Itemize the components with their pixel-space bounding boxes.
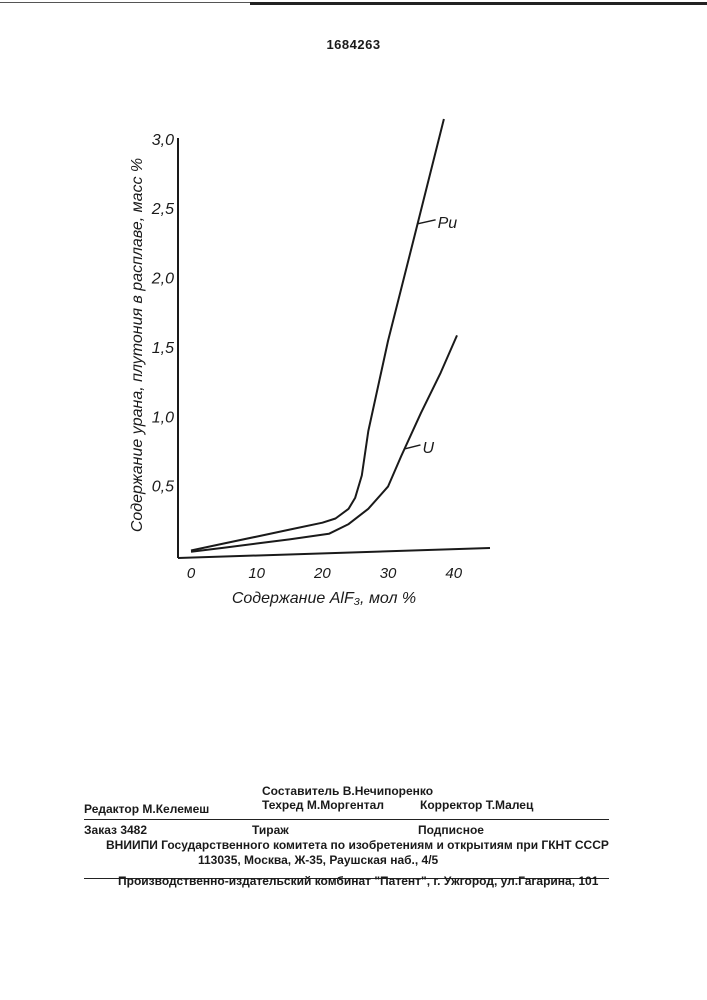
circulation-label: Тираж <box>252 823 289 837</box>
y-tick-label: 0,5 <box>152 479 174 496</box>
series-label-leader <box>418 220 436 224</box>
footer-rule-top <box>84 819 609 820</box>
x-axis-line <box>178 548 490 558</box>
corrector-label: Корректор <box>420 798 482 812</box>
y-tick-label: 1,5 <box>152 340 174 357</box>
order-label: Заказ <box>84 823 117 837</box>
order-info: Заказ 3482 <box>84 823 147 837</box>
axes <box>178 138 490 558</box>
compiler-credit: Составитель В.Нечипоренко <box>262 784 433 798</box>
tick-labels: 0 10 20 30 40 0,5 1,0 1,5 2,0 2,5 3,0 <box>151 132 463 582</box>
x-tick-label: 20 <box>313 565 331 582</box>
series-lines <box>191 119 457 552</box>
techred-credit: Техред М.Моргентал <box>262 798 384 812</box>
compiler-label: Составитель <box>262 784 339 798</box>
x-tick-label: 30 <box>380 565 397 582</box>
techred-name: М.Моргентал <box>307 798 384 812</box>
corrector-credit: Корректор Т.Малец <box>420 798 533 812</box>
y-tick-label: 2,5 <box>151 201 174 218</box>
y-tick-label: 3,0 <box>152 132 174 149</box>
series-labels: Pu U <box>404 215 457 457</box>
x-tick-label: 0 <box>187 565 196 582</box>
series-label-u: U <box>422 440 434 457</box>
series-line-pu <box>191 119 444 551</box>
y-axis-label: Содержание урана, плутония в расплаве, м… <box>129 158 146 532</box>
corrector-name: Т.Малец <box>486 798 534 812</box>
editor-label: Редактор <box>84 802 139 816</box>
institute-name: ВНИИПИ Государственного комитета по изоб… <box>106 838 609 852</box>
techred-label: Техред <box>262 798 304 812</box>
subscription-label: Подписное <box>418 823 484 837</box>
y-tick-label: 2,0 <box>151 271 174 288</box>
x-axis-label: Содержание AlF₃, мол % <box>232 590 416 607</box>
institute-address: 113035, Москва, Ж-35, Раушская наб., 4/5 <box>198 853 438 867</box>
editor-name: М.Келемеш <box>142 802 209 816</box>
order-number: 3482 <box>120 823 147 837</box>
x-tick-label: 10 <box>248 565 265 582</box>
y-tick-label: 1,0 <box>152 409 174 426</box>
chart: 0 10 20 30 40 0,5 1,0 1,5 2,0 2,5 3,0 Pu U Содержан… <box>0 0 707 700</box>
series-line-u <box>191 335 457 551</box>
x-tick-label: 40 <box>445 565 462 582</box>
compiler-name: В.Нечипоренко <box>343 784 433 798</box>
publisher-info: Производственно-издательский комбинат "П… <box>118 874 598 888</box>
series-label-pu: Pu <box>438 215 458 232</box>
editor-credit: Редактор М.Келемеш <box>84 802 209 816</box>
